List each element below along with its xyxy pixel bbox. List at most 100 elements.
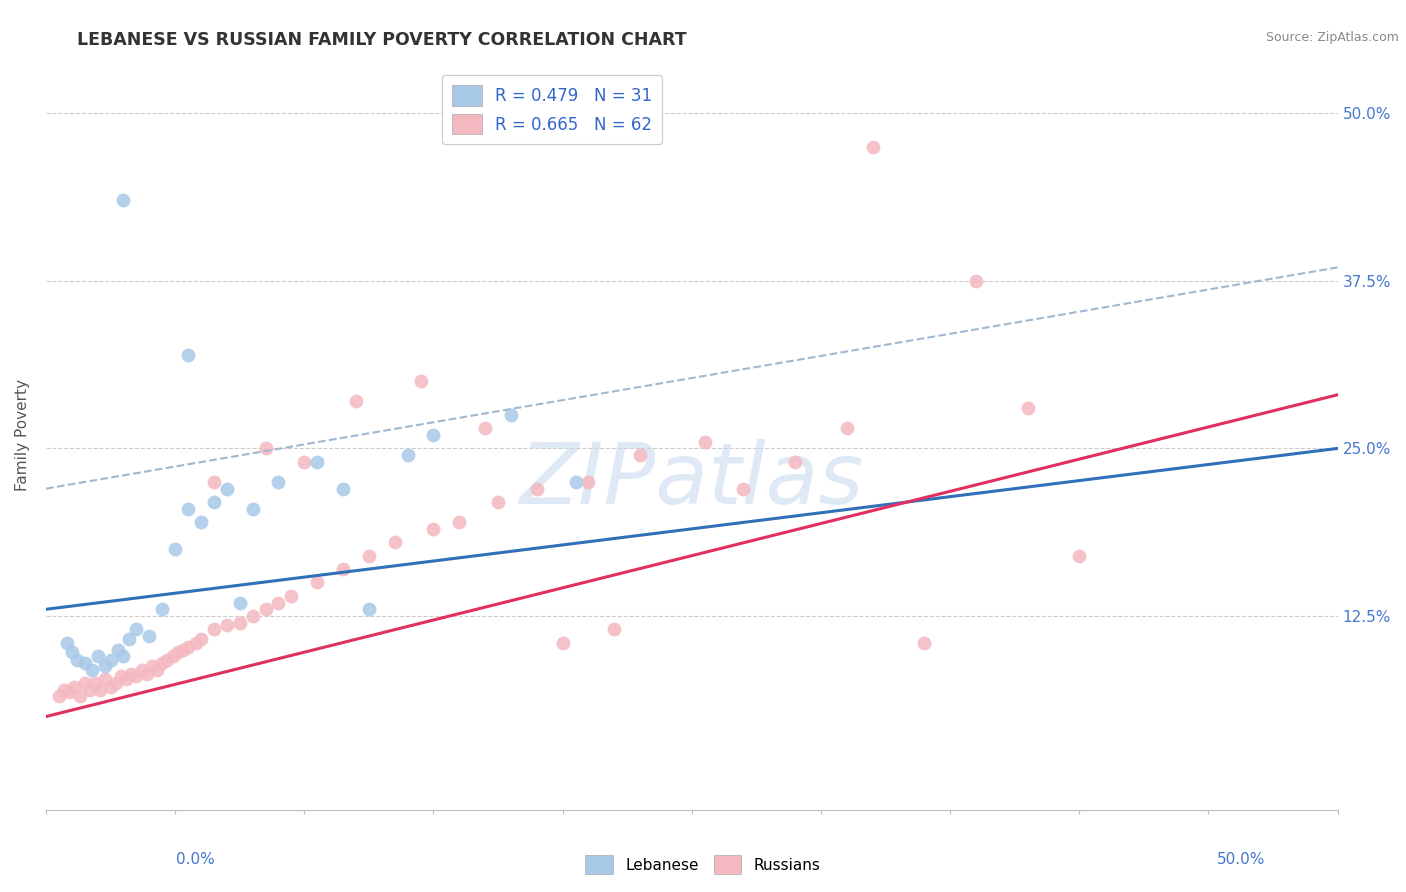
Point — [254, 602, 277, 616]
Point — [307, 455, 329, 469]
Point — [332, 482, 354, 496]
Point — [146, 663, 169, 677]
Point — [48, 690, 70, 704]
Point — [135, 666, 157, 681]
Point — [267, 596, 290, 610]
Legend: R = 0.479   N = 31, R = 0.665   N = 62: R = 0.479 N = 31, R = 0.665 N = 62 — [441, 76, 662, 145]
Point — [254, 442, 277, 456]
Point — [89, 682, 111, 697]
Point — [117, 632, 139, 646]
Point — [73, 656, 96, 670]
Text: 0.0%: 0.0% — [176, 852, 215, 867]
Point — [156, 653, 179, 667]
Point — [307, 575, 329, 590]
Point — [94, 672, 117, 686]
Point — [292, 455, 315, 469]
Point — [172, 642, 194, 657]
Point — [66, 653, 89, 667]
Text: Source: ZipAtlas.com: Source: ZipAtlas.com — [1265, 31, 1399, 45]
Point — [578, 475, 600, 489]
Point — [100, 653, 122, 667]
Point — [190, 632, 212, 646]
Point — [551, 636, 574, 650]
Point — [965, 274, 987, 288]
Point — [177, 347, 200, 361]
Point — [125, 669, 148, 683]
Point — [162, 649, 184, 664]
Text: 50.0%: 50.0% — [1218, 852, 1265, 867]
Point — [422, 428, 444, 442]
Point — [409, 375, 432, 389]
Point — [55, 636, 77, 650]
Point — [94, 658, 117, 673]
Point — [131, 663, 153, 677]
Point — [79, 682, 101, 697]
Point — [202, 623, 225, 637]
Point — [228, 596, 250, 610]
Point — [242, 609, 264, 624]
Point — [107, 642, 129, 657]
Point — [165, 541, 187, 556]
Point — [166, 645, 188, 659]
Point — [125, 623, 148, 637]
Point — [190, 515, 212, 529]
Point — [53, 682, 76, 697]
Point — [912, 636, 935, 650]
Point — [120, 666, 142, 681]
Point — [267, 475, 290, 489]
Point — [862, 140, 884, 154]
Point — [63, 680, 86, 694]
Point — [104, 676, 127, 690]
Point — [110, 669, 132, 683]
Point — [357, 602, 380, 616]
Point — [422, 522, 444, 536]
Point — [499, 408, 522, 422]
Point — [449, 515, 471, 529]
Point — [150, 602, 173, 616]
Point — [344, 394, 367, 409]
Text: LEBANESE VS RUSSIAN FAMILY POVERTY CORRELATION CHART: LEBANESE VS RUSSIAN FAMILY POVERTY CORRE… — [77, 31, 688, 49]
Point — [202, 495, 225, 509]
Point — [69, 690, 91, 704]
Point — [82, 663, 104, 677]
Point — [1017, 401, 1039, 416]
Point — [1069, 549, 1091, 563]
Y-axis label: Family Poverty: Family Poverty — [15, 379, 30, 491]
Point — [384, 535, 406, 549]
Point — [202, 475, 225, 489]
Point — [115, 672, 138, 686]
Point — [628, 448, 651, 462]
Point — [177, 501, 200, 516]
Point — [86, 649, 108, 664]
Point — [332, 562, 354, 576]
Point — [603, 623, 626, 637]
Point — [733, 482, 755, 496]
Point — [184, 636, 207, 650]
Point — [84, 676, 107, 690]
Point — [100, 680, 122, 694]
Point — [112, 194, 135, 208]
Point — [58, 685, 80, 699]
Point — [138, 629, 160, 643]
Point — [396, 448, 419, 462]
Point — [474, 421, 496, 435]
Point — [73, 676, 96, 690]
Point — [785, 455, 807, 469]
Text: ZIPatlas: ZIPatlas — [520, 439, 863, 522]
Point — [526, 482, 548, 496]
Point — [177, 640, 200, 654]
Point — [141, 658, 163, 673]
Point — [112, 649, 135, 664]
Point — [835, 421, 858, 435]
Point — [357, 549, 380, 563]
Point — [60, 645, 83, 659]
Point — [280, 589, 302, 603]
Legend: Lebanese, Russians: Lebanese, Russians — [579, 849, 827, 880]
Point — [228, 615, 250, 630]
Point — [564, 475, 586, 489]
Point — [150, 656, 173, 670]
Point — [486, 495, 509, 509]
Point — [693, 434, 716, 449]
Point — [242, 501, 264, 516]
Point — [215, 482, 238, 496]
